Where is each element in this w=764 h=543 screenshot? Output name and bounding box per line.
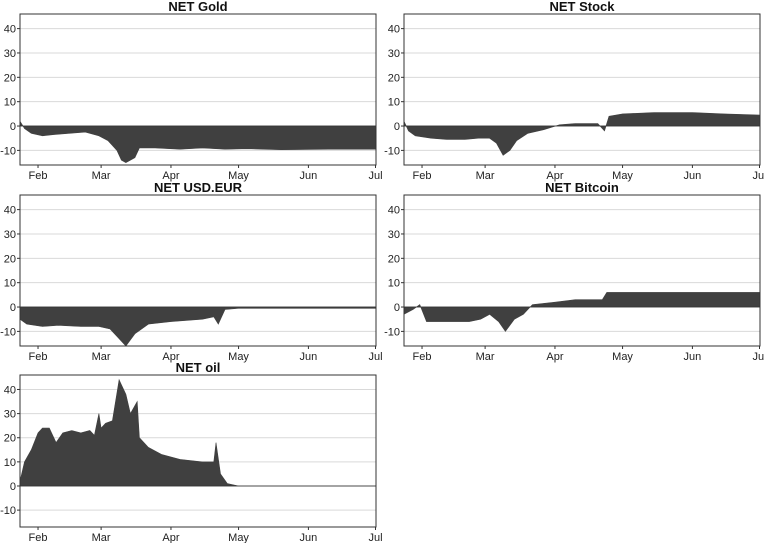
panel-title: NET Gold <box>168 0 227 14</box>
x-tick-label: May <box>612 351 633 363</box>
area-series <box>403 292 761 332</box>
x-tick-label: Jul <box>752 351 764 363</box>
plot-frame <box>19 13 377 166</box>
x-tick-label: Mar <box>92 351 111 363</box>
x-tick-label: Jun <box>300 351 318 363</box>
y-tick-label: 10 <box>4 278 16 290</box>
x-tick-label: Mar <box>476 170 495 182</box>
x-tick-label: Mar <box>92 532 111 543</box>
y-tick-label: 10 <box>4 457 16 469</box>
y-tick-label: 20 <box>4 253 16 265</box>
x-tick-label: Apr <box>546 170 563 182</box>
panel-3: 40 30 20 10 0 -10 Feb Mar Apr May Jun Jul NET USD.EU… <box>0 180 382 363</box>
x-tick-label: Jul <box>368 351 382 363</box>
y-tick-label: -10 <box>0 145 16 157</box>
panel-title: NET oil <box>176 360 221 375</box>
y-tick-label: 10 <box>4 97 16 109</box>
panel-4: 40 30 20 10 0 -10 Feb Mar Apr May Jun Jul NET Bitcoi… <box>384 180 764 363</box>
x-tick-label: Feb <box>29 532 48 543</box>
x-tick-label: Jul <box>368 170 382 182</box>
x-tick-label: Apr <box>162 532 179 543</box>
x-tick-label: Mar <box>476 351 495 363</box>
area-series <box>403 112 761 156</box>
y-tick-label: 40 <box>388 205 400 217</box>
area-series <box>19 120 377 163</box>
plot-frame <box>403 194 761 347</box>
x-tick-label: Feb <box>29 351 48 363</box>
y-tick-label: 0 <box>394 302 400 314</box>
x-tick-label: Feb <box>413 351 432 363</box>
y-tick-label: 20 <box>4 433 16 445</box>
x-tick-label: Jul <box>368 532 382 543</box>
area-series <box>19 306 377 347</box>
x-tick-label: Apr <box>162 351 179 363</box>
x-tick-label: Jun <box>300 532 318 543</box>
y-tick-label: 40 <box>4 24 16 36</box>
x-tick-label: Mar <box>92 170 111 182</box>
x-tick-label: Jul <box>752 170 764 182</box>
panel-2: 40 30 20 10 0 -10 Feb Mar Apr May Jun Jul NET Stock <box>384 0 764 182</box>
y-tick-label: 10 <box>388 278 400 290</box>
y-tick-label: 40 <box>4 205 16 217</box>
area-series <box>19 378 376 487</box>
x-tick-label: Jun <box>684 170 702 182</box>
x-tick-label: May <box>228 532 249 543</box>
y-tick-label: -10 <box>0 505 16 517</box>
y-tick-label: 20 <box>388 72 400 84</box>
y-tick-label: -10 <box>384 326 400 338</box>
panel-title: NET USD.EUR <box>154 180 243 195</box>
panel-5: 40 30 20 10 0 -10 Feb Mar Apr May Jun Jul NET oil <box>0 360 382 543</box>
y-tick-label: 30 <box>388 229 400 241</box>
y-tick-label: 30 <box>388 48 400 60</box>
panel-title: NET Stock <box>549 0 615 14</box>
y-tick-label: 0 <box>10 481 16 493</box>
y-tick-label: 40 <box>4 384 16 396</box>
y-tick-label: 40 <box>388 24 400 36</box>
panel-1: 40 30 20 10 0 -10 Feb Mar Apr May Jun Jul NET Gold <box>0 0 382 182</box>
plot-frame <box>19 374 377 528</box>
y-tick-label: 30 <box>4 48 16 60</box>
x-tick-label: Feb <box>413 170 432 182</box>
y-tick-label: 30 <box>4 409 16 421</box>
y-tick-label: 0 <box>394 121 400 133</box>
y-tick-label: 10 <box>388 97 400 109</box>
x-tick-label: May <box>228 351 249 363</box>
panel-title: NET Bitcoin <box>545 180 619 195</box>
x-tick-label: Jun <box>684 351 702 363</box>
x-tick-label: Apr <box>546 351 563 363</box>
y-tick-label: -10 <box>0 326 16 338</box>
y-tick-label: 0 <box>10 121 16 133</box>
x-tick-label: Jun <box>300 170 318 182</box>
y-tick-label: -10 <box>384 145 400 157</box>
x-tick-label: May <box>228 170 249 182</box>
y-tick-label: 30 <box>4 229 16 241</box>
x-tick-label: May <box>612 170 633 182</box>
plot-frame <box>19 194 377 347</box>
y-tick-label: 20 <box>4 72 16 84</box>
y-tick-label: 20 <box>388 253 400 265</box>
x-tick-label: Apr <box>162 170 179 182</box>
y-tick-label: 0 <box>10 302 16 314</box>
plot-frame <box>403 13 761 166</box>
x-tick-label: Feb <box>29 170 48 182</box>
